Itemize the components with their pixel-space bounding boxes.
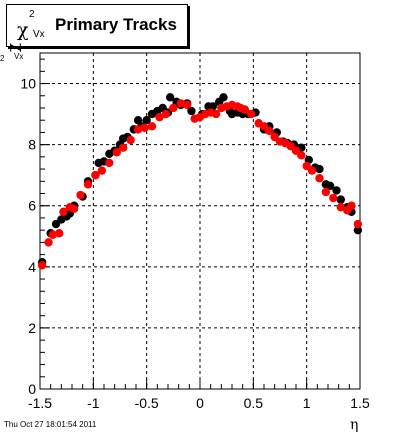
red-data-point bbox=[112, 148, 122, 157]
red-data-point bbox=[119, 143, 128, 152]
black-data-point bbox=[165, 93, 175, 102]
red-data-point bbox=[265, 126, 274, 136]
black-data-point bbox=[142, 116, 151, 125]
red-data-point bbox=[97, 166, 107, 175]
red-data-point bbox=[240, 105, 249, 114]
timestamp: Thu Oct 27 18:01:54 2011 bbox=[4, 420, 97, 429]
y-tick-label: 10 bbox=[20, 76, 36, 92]
y-tick-labels: 0 2 4 6 8 10 bbox=[20, 76, 36, 397]
red-data-point bbox=[37, 261, 47, 270]
red-data-point bbox=[315, 174, 324, 183]
red-data-point bbox=[211, 109, 221, 119]
x-axis-label: η bbox=[350, 417, 359, 433]
y-tick-label: 4 bbox=[28, 259, 36, 275]
y-axis-label-symbol: χ bbox=[4, 42, 22, 52]
black-data-point bbox=[332, 186, 341, 195]
x-tick-label: 0.5 bbox=[244, 395, 264, 411]
red-data-point bbox=[76, 190, 85, 200]
red-data-point bbox=[321, 187, 331, 197]
x-tick-label: 0 bbox=[196, 395, 204, 411]
title-box: χ 2 Vx Primary Tracks bbox=[6, 4, 188, 47]
y-axis-label: 2 Vx χ bbox=[0, 43, 24, 90]
black-data-point bbox=[219, 93, 228, 102]
red-data-point bbox=[48, 230, 57, 239]
red-data-point bbox=[155, 112, 164, 122]
data-points bbox=[37, 93, 363, 270]
red-data-point bbox=[140, 123, 149, 133]
red-data-point bbox=[336, 203, 345, 212]
red-data-point bbox=[176, 99, 185, 108]
red-data-point bbox=[247, 109, 256, 119]
x-tick-label: 1.5 bbox=[350, 395, 370, 411]
y-axis-label-superscript: 2 bbox=[0, 54, 5, 63]
title-subscript: Vx bbox=[33, 29, 45, 40]
red-data-point bbox=[59, 207, 68, 217]
black-data-point bbox=[315, 164, 324, 174]
y-tick-label: 2 bbox=[28, 320, 36, 336]
black-data-point bbox=[336, 195, 345, 204]
red-data-point bbox=[169, 103, 178, 113]
red-data-point bbox=[297, 151, 306, 160]
black-data-point bbox=[187, 106, 196, 116]
y-tick-label: 0 bbox=[28, 381, 36, 397]
x-tick-label: 1 bbox=[303, 395, 311, 411]
red-data-point bbox=[133, 125, 143, 134]
y-tick-label: 8 bbox=[28, 137, 36, 153]
chart-title: Primary Tracks bbox=[55, 15, 177, 34]
red-data-point bbox=[91, 170, 100, 180]
grid-lines bbox=[40, 53, 360, 389]
red-data-point bbox=[329, 193, 338, 203]
red-data-point bbox=[353, 219, 363, 229]
x-tick-labels: -1.5 -1 -0.5 0 0.5 1 1.5 bbox=[28, 395, 370, 411]
red-data-point bbox=[44, 238, 53, 247]
red-data-point bbox=[105, 158, 114, 168]
red-data-point bbox=[347, 201, 356, 210]
red-data-point bbox=[161, 109, 171, 119]
red-data-point bbox=[69, 204, 79, 213]
red-data-point bbox=[307, 166, 317, 175]
y-tick-label: 6 bbox=[28, 198, 36, 214]
black-data-point bbox=[353, 225, 363, 235]
y-axis-label-subscript: Vx bbox=[14, 52, 24, 61]
x-tick-label: -0.5 bbox=[135, 395, 159, 411]
red-data-point bbox=[183, 100, 192, 110]
black-data-point bbox=[325, 181, 335, 191]
red-data-point bbox=[126, 135, 135, 145]
red-data-point bbox=[55, 229, 64, 238]
red-data-point bbox=[147, 122, 157, 131]
x-tick-label: -1.5 bbox=[28, 395, 52, 411]
title-chi-symbol: χ bbox=[17, 19, 29, 41]
title-superscript: 2 bbox=[29, 9, 35, 20]
x-tick-label: -1 bbox=[87, 395, 100, 411]
red-data-point bbox=[83, 180, 93, 189]
